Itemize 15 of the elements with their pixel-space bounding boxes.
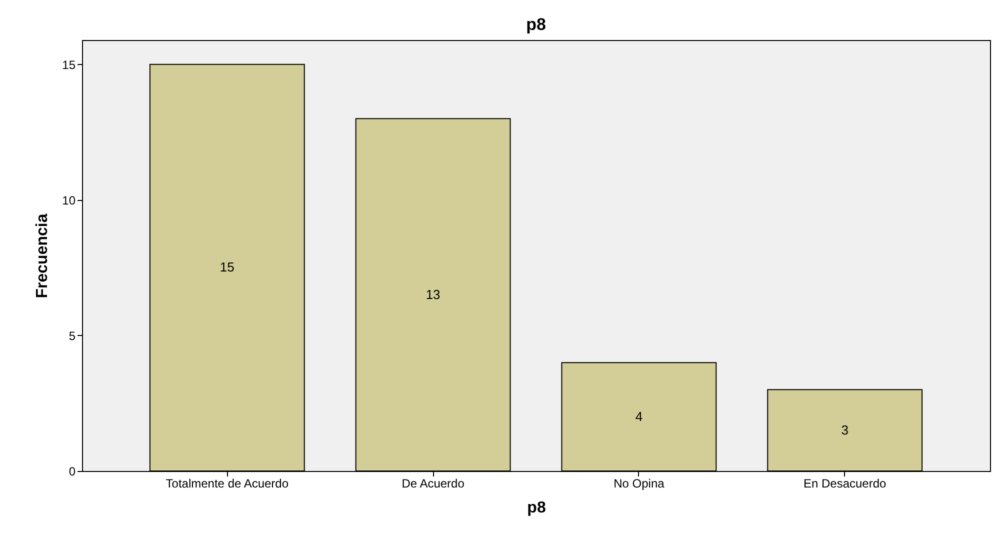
y-axis-title: Frecuencia	[34, 214, 52, 298]
chart-title: p8	[526, 15, 546, 34]
x-tick-label: No Opina	[614, 476, 665, 490]
data-label: 15	[220, 260, 234, 275]
x-axis-title: p8	[527, 500, 546, 516]
data-label: 13	[426, 286, 440, 302]
x-tick-label: De Acuerdo	[402, 476, 465, 490]
y-tick-label: 15	[62, 58, 76, 72]
y-tick-label: 5	[68, 328, 76, 343]
data-label: 3	[841, 422, 848, 438]
x-tick-label: En Desacuerdo	[803, 476, 887, 490]
y-tick-label: 0	[68, 464, 76, 478]
x-tick-label: Totalmente de Acuerdo	[166, 476, 289, 490]
y-tick-label: 10	[62, 193, 76, 208]
data-label: 4	[635, 408, 643, 424]
